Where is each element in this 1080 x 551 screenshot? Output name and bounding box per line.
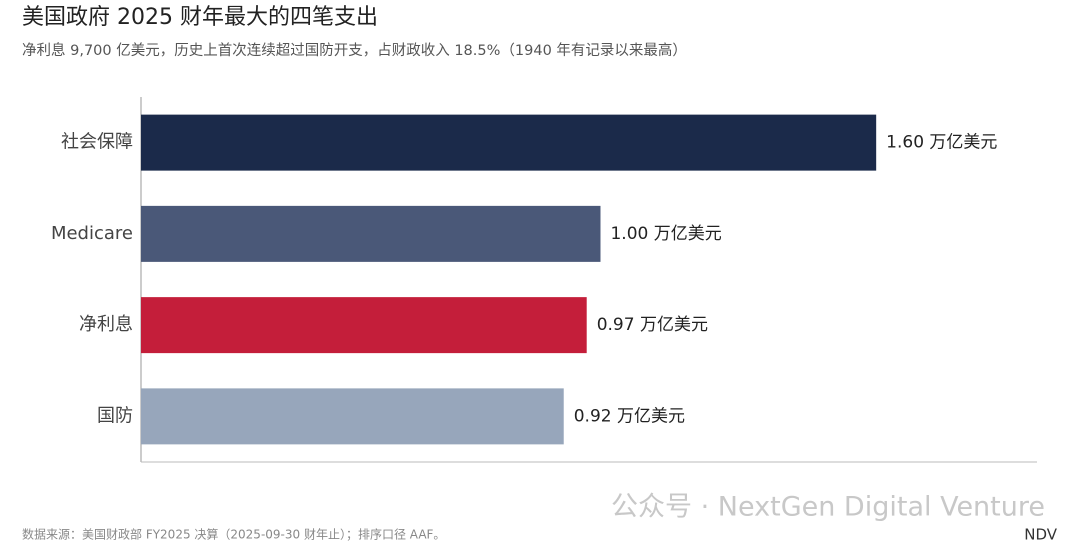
source-note: 数据来源：美国财政部 FY2025 决算（2025-09-30 财年止）；排序口…	[22, 527, 445, 542]
value-label: 1.00 万亿美元	[610, 224, 721, 244]
chart-title: 美国政府 2025 财年最大的四笔支出	[22, 5, 378, 30]
bar	[141, 205, 601, 262]
bar	[141, 297, 587, 354]
value-label: 0.92 万亿美元	[574, 406, 685, 426]
bar	[141, 388, 564, 445]
y-tick-label: 国防	[97, 405, 133, 426]
value-label: 0.97 万亿美元	[597, 315, 708, 335]
y-tick-label: 净利息	[79, 314, 133, 335]
brand: NDV	[1024, 526, 1058, 544]
chart-subtitle: 净利息 9,700 亿美元，历史上首次连续超过国防开支，占财政收入 18.5%（…	[22, 42, 687, 59]
y-tick-label: 社会保障	[61, 132, 133, 153]
bar	[141, 114, 877, 171]
watermark: 公众号 · NextGen Digital Venture	[611, 492, 1045, 523]
y-tick-label: Medicare	[51, 223, 133, 244]
value-label: 1.60 万亿美元	[886, 133, 997, 153]
